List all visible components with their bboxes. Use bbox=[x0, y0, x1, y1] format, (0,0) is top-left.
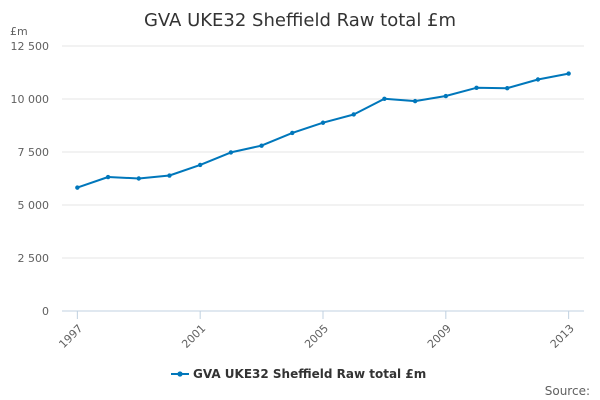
data-point[interactable] bbox=[412, 98, 418, 104]
x-tick-label: 2013 bbox=[548, 322, 577, 351]
data-point[interactable] bbox=[75, 185, 80, 190]
data-point[interactable] bbox=[197, 162, 203, 168]
data-point[interactable] bbox=[535, 77, 541, 82]
data-point[interactable] bbox=[351, 112, 356, 117]
x-tick-label: 2009 bbox=[425, 322, 454, 351]
chart-title: GVA UKE32 Sheffield Raw total £m bbox=[144, 10, 456, 31]
series-line[interactable] bbox=[76, 72, 570, 189]
y-tick-label: 0 bbox=[42, 305, 49, 318]
data-point[interactable] bbox=[136, 176, 141, 181]
x-axis-ticks: 1997 2001 2005 2009 2013 bbox=[56, 311, 577, 351]
y-tick-label: 2 500 bbox=[18, 252, 50, 265]
x-tick-label: 1997 bbox=[56, 322, 85, 351]
source-label: Source: bbox=[545, 384, 590, 398]
data-point[interactable] bbox=[474, 85, 479, 90]
data-point[interactable] bbox=[566, 71, 571, 76]
y-tick-label: 10 000 bbox=[11, 93, 50, 106]
y-tick-label: 7 500 bbox=[18, 146, 50, 159]
y-axis-unit-label: £m bbox=[10, 25, 28, 38]
data-point[interactable] bbox=[259, 143, 264, 148]
legend-marker-icon bbox=[177, 371, 183, 377]
data-point[interactable] bbox=[505, 85, 510, 91]
x-tick-label: 2001 bbox=[179, 322, 208, 351]
data-point[interactable] bbox=[167, 173, 172, 178]
data-point[interactable] bbox=[105, 174, 111, 180]
y-axis-ticks: 0 2 500 5 000 7 500 10 000 12 500 bbox=[11, 40, 50, 318]
data-point[interactable] bbox=[228, 150, 234, 155]
data-point[interactable] bbox=[290, 130, 295, 136]
data-point[interactable] bbox=[382, 96, 387, 101]
y-tick-label: 12 500 bbox=[11, 40, 50, 53]
gridlines bbox=[62, 45, 584, 259]
x-tick-label: 2005 bbox=[302, 322, 331, 351]
series-layer bbox=[75, 71, 571, 190]
data-point[interactable] bbox=[443, 93, 449, 99]
legend-label: GVA UKE32 Sheffield Raw total £m bbox=[193, 367, 426, 381]
y-tick-label: 5 000 bbox=[18, 199, 50, 212]
data-point[interactable] bbox=[320, 120, 326, 125]
legend[interactable]: GVA UKE32 Sheffield Raw total £m bbox=[171, 367, 426, 381]
